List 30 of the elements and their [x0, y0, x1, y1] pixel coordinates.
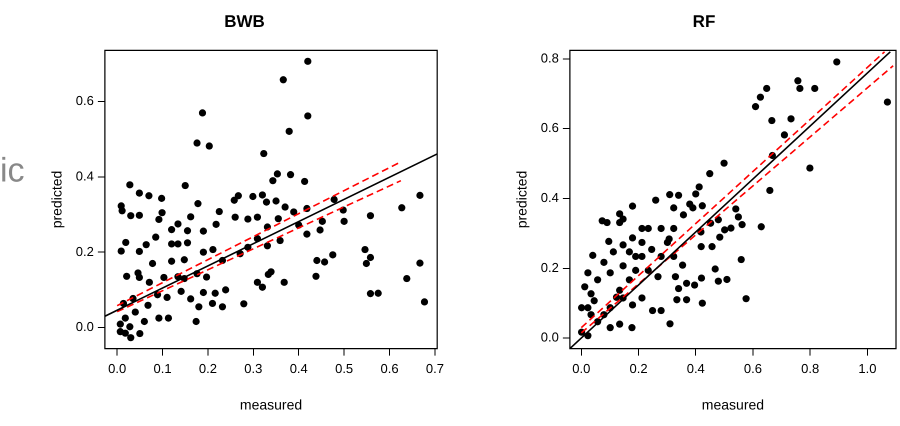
y-tick-label: 0.8	[540, 50, 559, 66]
x-tick-label: 0.3	[244, 360, 262, 376]
text: ic	[0, 151, 25, 190]
y-tick-label: 0.6	[76, 93, 94, 108]
x-tick-label: 0.4	[290, 360, 308, 376]
x-tick-label: 0.5	[335, 360, 354, 376]
y-axis-title: predicted	[513, 170, 530, 228]
x-tick-label: 0.4	[686, 360, 705, 376]
x-tick-label: 0.2	[198, 360, 217, 376]
x-axis-title: measured	[702, 396, 764, 412]
y-tick-label: 0.0	[540, 330, 559, 345]
x-tick-label: 0.2	[629, 360, 648, 376]
x-tick-label: 0.6	[380, 360, 399, 376]
y-tick-label: 0.4	[540, 190, 559, 206]
chart-title: RF	[692, 12, 716, 31]
y-axis-title: predicted	[48, 170, 64, 228]
x-tick-label: 0.8	[801, 360, 820, 376]
x-tick-label: 0.6	[744, 360, 762, 376]
y-tick-label: 0.6	[540, 120, 559, 136]
x-tick-label: 0.7	[426, 360, 444, 376]
x-axis-title: measured	[240, 396, 302, 412]
x-tick-label: 0.0	[108, 360, 126, 376]
x-tick-label: 0.0	[572, 360, 590, 376]
chart-title: BWB	[224, 12, 265, 31]
x-tick-label: 1.0	[858, 360, 876, 376]
y-tick-label: 0.0	[76, 319, 94, 334]
y-tick-label: 0.2	[540, 260, 559, 275]
y-tick-label: 0.2	[76, 244, 94, 259]
x-tick-label: 0.1	[153, 360, 172, 376]
y-tick-label: 0.4	[76, 168, 94, 184]
